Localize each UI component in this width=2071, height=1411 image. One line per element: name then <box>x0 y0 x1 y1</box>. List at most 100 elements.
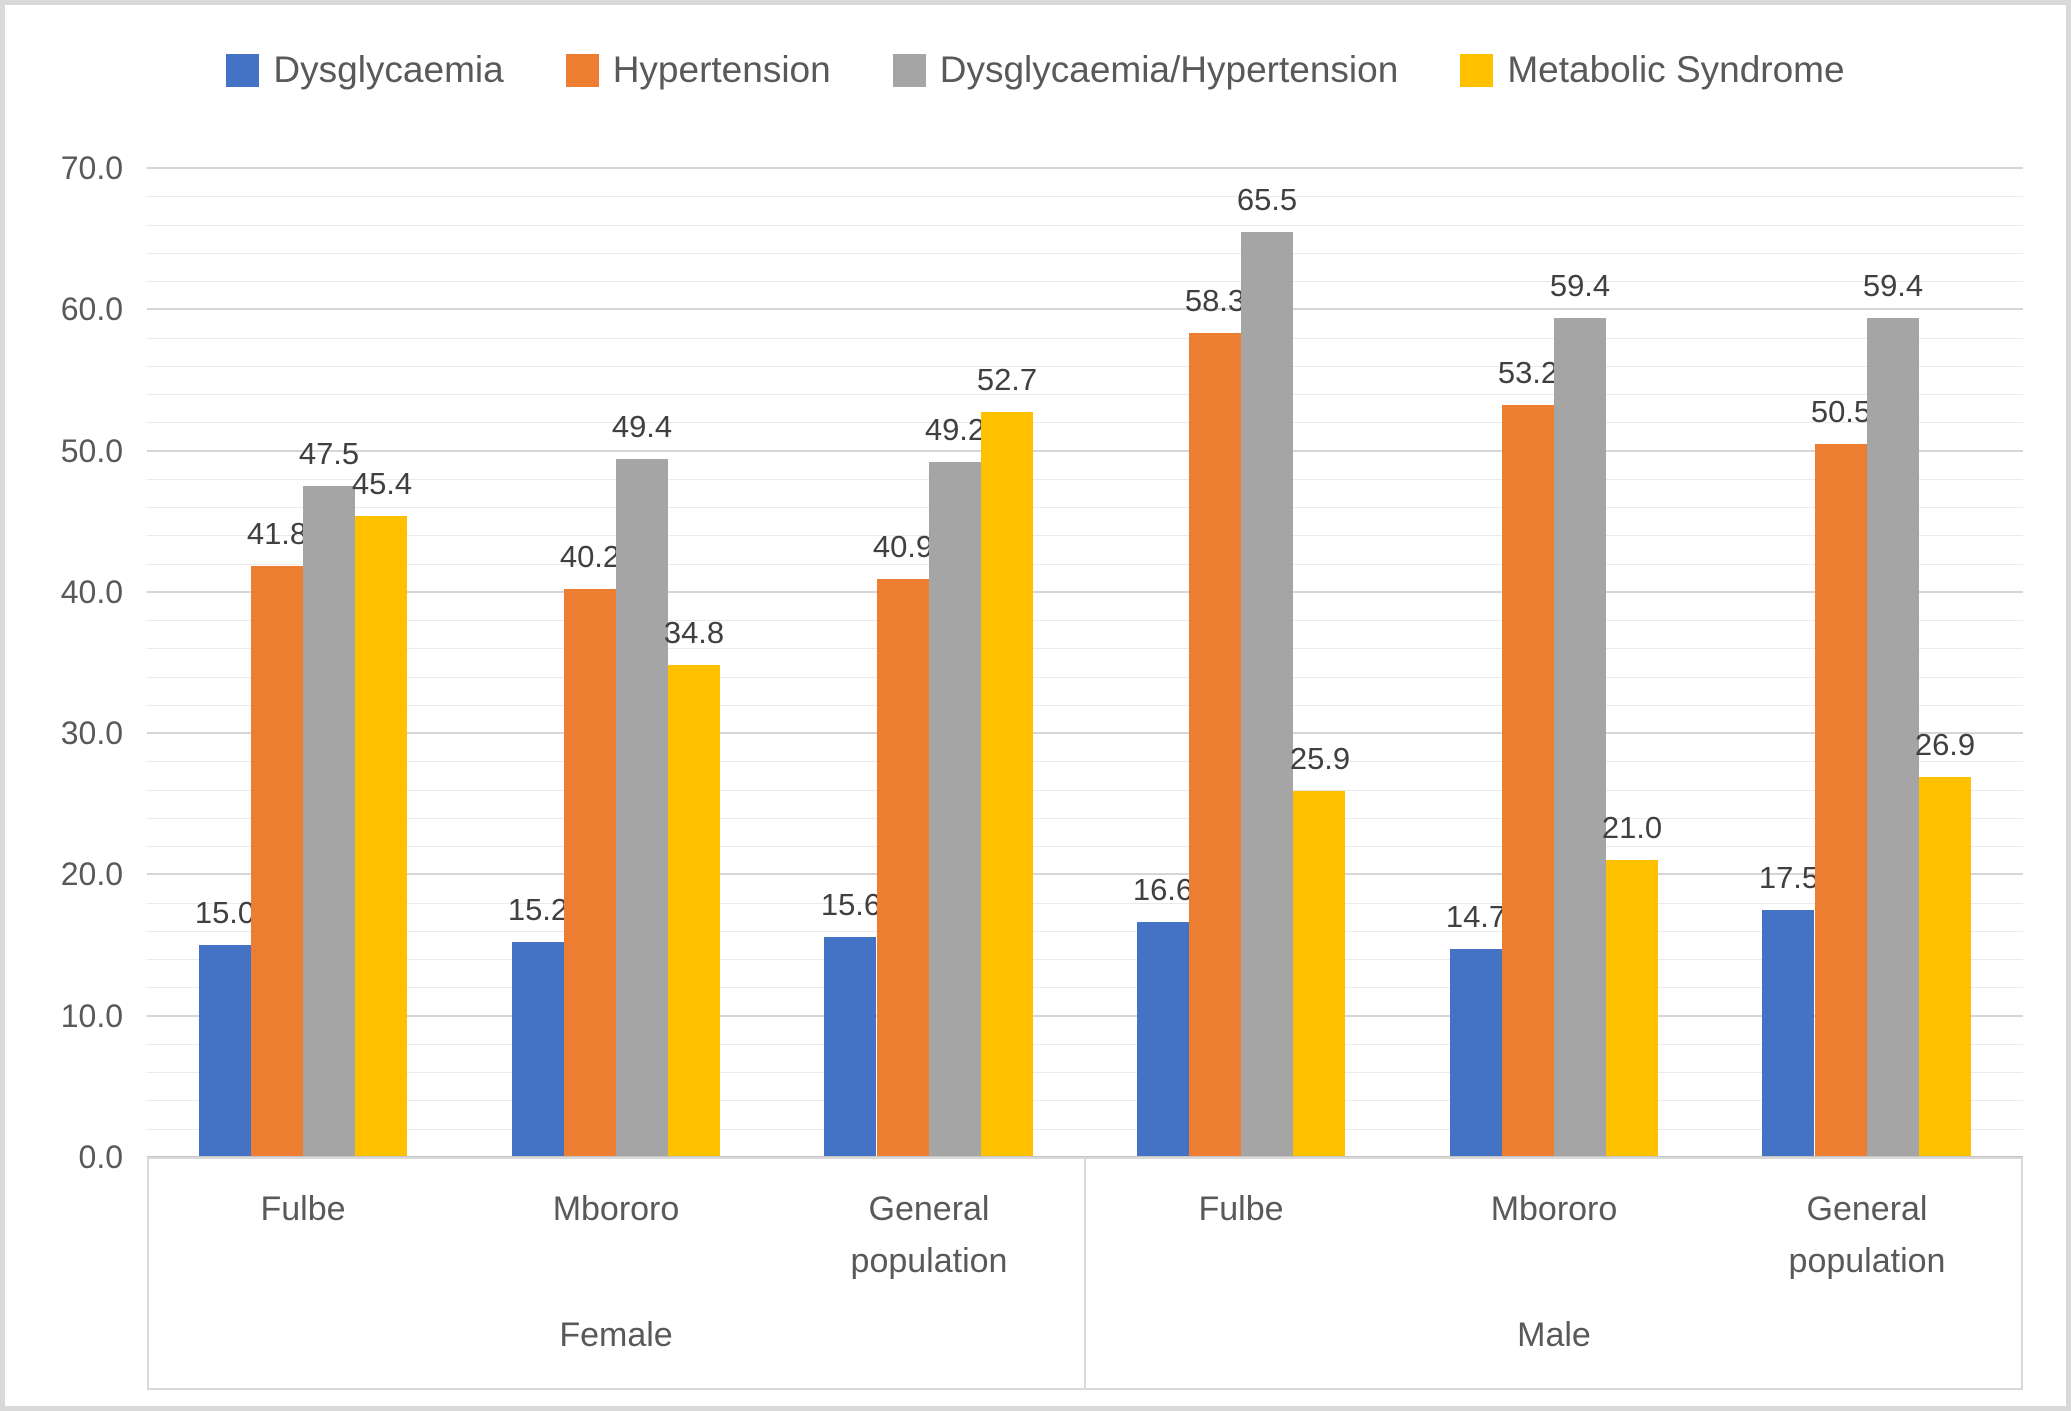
minor-gridline <box>147 931 2023 932</box>
legend-label: Dysglycaemia/Hypertension <box>939 49 1399 90</box>
value-label: 49.4 <box>611 409 673 444</box>
value-label: 53.2 <box>1497 355 1559 390</box>
bar <box>251 566 303 1157</box>
minor-gridline <box>147 422 2023 423</box>
value-label: 14.7 <box>1445 899 1507 934</box>
legend-swatch-icon <box>565 53 599 87</box>
minor-gridline <box>147 903 2023 904</box>
bar <box>1919 777 1971 1157</box>
category-label: Mbororo <box>552 1190 680 1228</box>
y-axis-tick-label: 60.0 <box>60 291 123 327</box>
value-label: 15.6 <box>820 887 882 922</box>
legend-swatch-icon <box>226 53 260 87</box>
minor-gridline <box>147 253 2023 254</box>
value-label: 26.9 <box>1914 727 1976 762</box>
minor-gridline <box>147 507 2023 508</box>
bar <box>1189 333 1241 1157</box>
legend-label: Dysglycaemia <box>273 49 504 90</box>
minor-gridline <box>147 818 2023 819</box>
value-label: 50.5 <box>1810 394 1872 429</box>
value-label: 59.4 <box>1862 268 1924 303</box>
value-label: 17.5 <box>1758 860 1820 895</box>
minor-gridline <box>147 366 2023 367</box>
value-label: 52.7 <box>976 362 1038 397</box>
bar <box>512 942 564 1157</box>
legend-item: Hypertension <box>565 49 831 91</box>
value-label: 49.2 <box>924 412 986 447</box>
legend-label: Hypertension <box>612 49 831 90</box>
minor-gridline <box>147 648 2023 649</box>
major-gridline <box>147 873 2023 875</box>
value-label: 25.9 <box>1289 741 1351 776</box>
value-label: 21.0 <box>1601 810 1663 845</box>
legend-item: Dysglycaemia <box>226 49 504 91</box>
bar <box>355 516 407 1157</box>
y-axis-tick-label: 70.0 <box>60 150 123 186</box>
value-label: 59.4 <box>1549 268 1611 303</box>
bar <box>1606 860 1658 1157</box>
category-label: Fulbe <box>260 1190 346 1228</box>
legend-label: Metabolic Syndrome <box>1507 49 1845 90</box>
bar <box>564 589 616 1157</box>
major-gridline <box>147 732 2023 734</box>
minor-gridline <box>147 761 2023 762</box>
minor-gridline <box>147 564 2023 565</box>
bar <box>929 462 981 1157</box>
y-axis-tick-label: 10.0 <box>60 998 123 1034</box>
group-divider <box>1084 1157 1086 1390</box>
category-label: General population <box>850 1190 1008 1280</box>
bar <box>1450 949 1502 1157</box>
bar <box>1554 318 1606 1157</box>
bar <box>1762 910 1814 1157</box>
group-label: Female <box>559 1316 673 1354</box>
bar <box>668 665 720 1157</box>
value-label: 15.0 <box>194 895 256 930</box>
bar <box>1867 318 1919 1157</box>
major-gridline <box>147 167 2023 169</box>
category-label: General population <box>1788 1190 1946 1280</box>
legend-item: Dysglycaemia/Hypertension <box>892 49 1399 91</box>
value-label: 47.5 <box>298 436 360 471</box>
minor-gridline <box>147 1129 2023 1130</box>
bar <box>303 486 355 1157</box>
minor-gridline <box>147 677 2023 678</box>
minor-gridline <box>147 338 2023 339</box>
minor-gridline <box>147 620 2023 621</box>
y-axis-tick-label: 30.0 <box>60 715 123 751</box>
minor-gridline <box>147 705 2023 706</box>
legend-swatch-icon <box>892 53 926 87</box>
value-label: 65.5 <box>1236 182 1298 217</box>
legend-item: Metabolic Syndrome <box>1460 49 1845 91</box>
chart-legend: Dysglycaemia Hypertension Dysglycaemia/Hyp… <box>5 49 2066 91</box>
bar <box>981 412 1033 1157</box>
minor-gridline <box>147 846 2023 847</box>
value-label: 34.8 <box>663 615 725 650</box>
bar <box>1137 922 1189 1157</box>
value-label: 45.4 <box>351 466 413 501</box>
y-axis-tick-label: 40.0 <box>60 574 123 610</box>
minor-gridline <box>147 959 2023 960</box>
category-label: Fulbe <box>1198 1190 1284 1228</box>
bar <box>1293 791 1345 1157</box>
bar <box>1815 444 1867 1157</box>
value-label: 40.9 <box>872 529 934 564</box>
value-label: 16.6 <box>1132 872 1194 907</box>
major-gridline <box>147 591 2023 593</box>
minor-gridline <box>147 479 2023 480</box>
minor-gridline <box>147 225 2023 226</box>
category-label: Mbororo <box>1490 1190 1618 1228</box>
y-axis-tick-label: 0.0 <box>78 1139 123 1175</box>
legend-swatch-icon <box>1460 53 1494 87</box>
value-label: 58.3 <box>1184 283 1246 318</box>
value-label: 15.2 <box>507 892 569 927</box>
minor-gridline <box>147 196 2023 197</box>
minor-gridline <box>147 281 2023 282</box>
bar <box>1502 405 1554 1157</box>
bar <box>824 937 876 1157</box>
major-gridline <box>147 1015 2023 1017</box>
value-label: 40.2 <box>559 539 621 574</box>
minor-gridline <box>147 987 2023 988</box>
group-label: Male <box>1517 1316 1591 1354</box>
major-gridline <box>147 308 2023 310</box>
